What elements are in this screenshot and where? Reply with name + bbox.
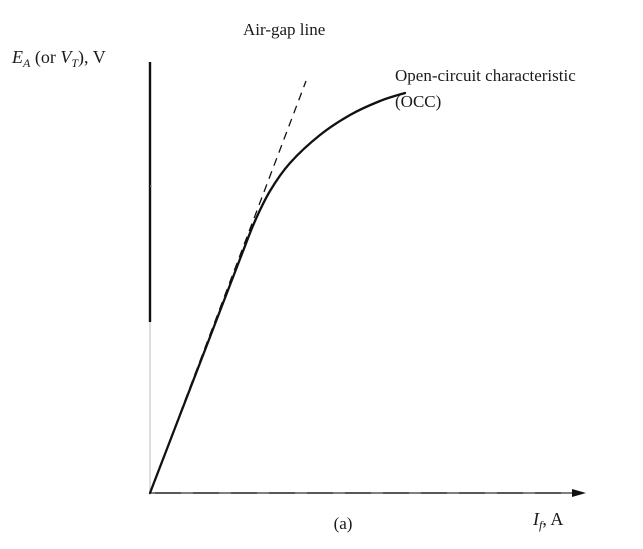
y-axis-label-part-3: V [60, 47, 73, 67]
y-axis-label-part-5: ), V [78, 47, 106, 68]
x-axis-label: If, A [532, 509, 563, 532]
air-gap-label: Air-gap line [243, 20, 325, 39]
x-axis-label-part-0: I [532, 509, 540, 529]
figure-caption: (a) [334, 514, 353, 533]
occ-label-line-2: (OCC) [395, 92, 441, 111]
y-axis-label-part-0: E [11, 47, 23, 67]
y-axis-label: EA (or VT), V [11, 47, 106, 70]
x-axis-arrow [572, 489, 586, 497]
occ-label-line-1: Open-circuit characteristic [395, 66, 576, 85]
y-axis-label-part-1: A [22, 56, 31, 70]
x-axis-label-part-1: f [539, 518, 544, 532]
x-axis [150, 489, 586, 497]
occ-curve [148, 91, 407, 495]
y-axis-label-part-2: (or [30, 47, 60, 68]
y-axis [148, 62, 152, 493]
x-axis-label-part-2: , A [542, 509, 563, 529]
y-axis-label-part-4: T [71, 56, 79, 70]
